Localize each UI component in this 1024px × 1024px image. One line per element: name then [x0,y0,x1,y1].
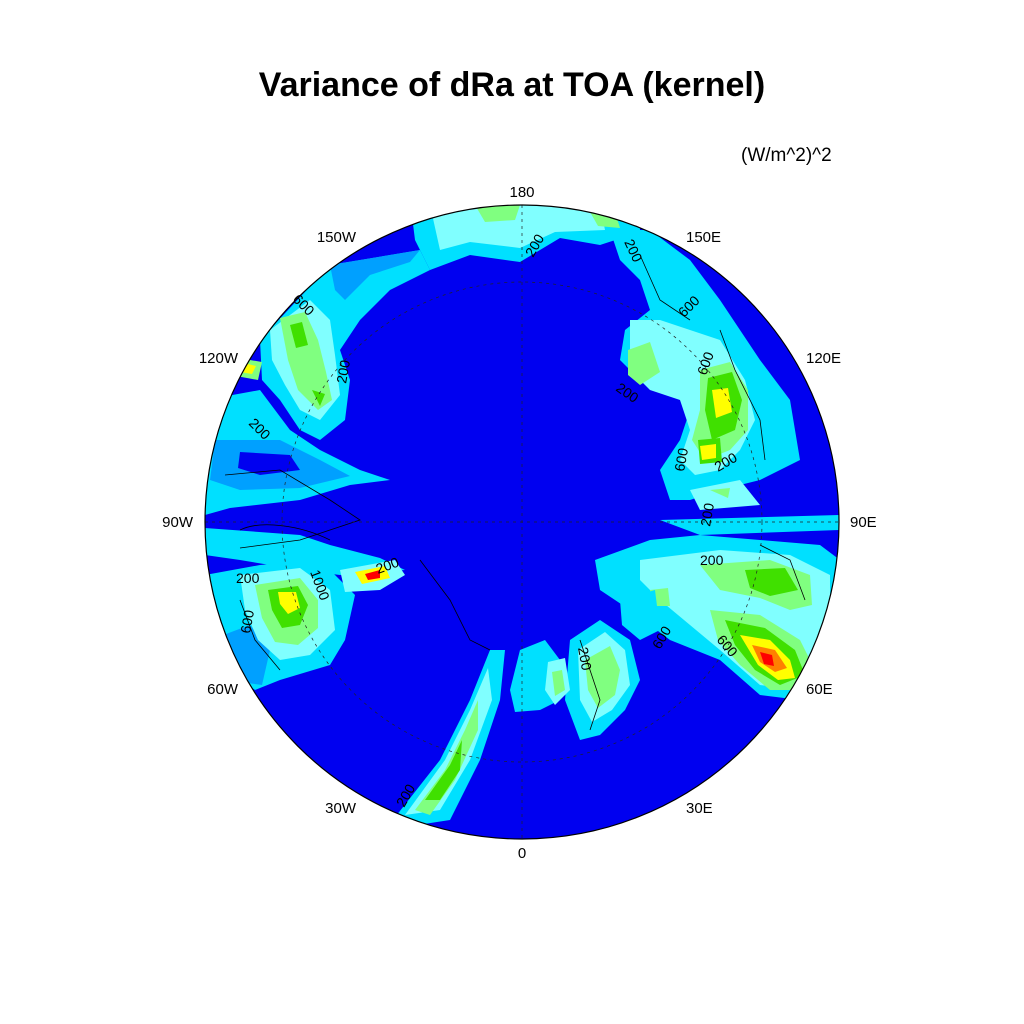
longitude-labels: 180 150E 120E 90E 60E 30E 0 30W 60W 90W … [162,184,877,862]
region-60e [595,535,839,700]
lon-label-90e: 90E [850,514,877,531]
contour-label: 600 [671,447,691,473]
region-120e [610,230,839,535]
contour-label: 200 [575,646,595,672]
lon-label-60w: 60W [207,681,239,698]
lon-label-30e: 30E [686,800,713,817]
lon-label-60e: 60E [806,681,833,698]
region-180 [410,205,640,270]
lon-label-0: 0 [518,845,526,862]
lon-label-180: 180 [509,184,534,201]
chart-title: Variance of dRa at TOA (kernel) [258,66,766,104]
region-90w [205,390,405,575]
contour-label: 200 [333,359,353,385]
lon-label-150e: 150E [686,229,721,246]
lon-label-150w: 150W [317,229,357,246]
lon-label-120e: 120E [806,350,841,367]
region-150w-120w [236,250,430,440]
contour-label: 600 [694,349,717,377]
map-border [204,204,840,840]
contour-label: 600 [237,609,257,635]
lon-label-120w: 120W [199,350,239,367]
region-30w [385,640,560,830]
contour-label: 200 [700,552,724,568]
region-60w [205,560,405,690]
units-label: (W/m^2)^2 [741,145,832,166]
contour-label: 200 [697,502,717,528]
contour-label: 200 [236,570,260,586]
contour-label: 200 [374,554,402,577]
graticule [205,205,839,839]
lon-label-90w: 90W [162,514,194,531]
contour-lines [224,254,806,731]
lon-label-30w: 30W [325,800,357,817]
